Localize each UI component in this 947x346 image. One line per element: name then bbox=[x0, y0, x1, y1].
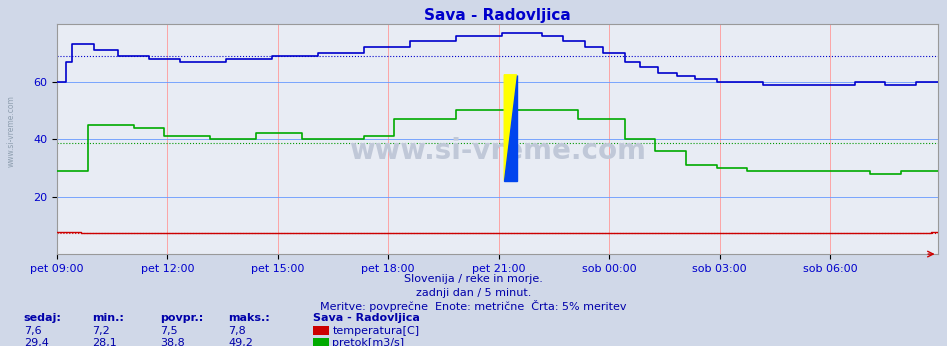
Text: 7,8: 7,8 bbox=[228, 326, 246, 336]
Text: zadnji dan / 5 minut.: zadnji dan / 5 minut. bbox=[416, 288, 531, 298]
Text: www.si-vreme.com: www.si-vreme.com bbox=[348, 137, 646, 165]
Text: 7,5: 7,5 bbox=[160, 326, 178, 336]
Text: sedaj:: sedaj: bbox=[24, 313, 62, 323]
Text: 49,2: 49,2 bbox=[228, 338, 253, 346]
Text: 7,2: 7,2 bbox=[92, 326, 110, 336]
Text: min.:: min.: bbox=[92, 313, 124, 323]
Text: www.si-vreme.com: www.si-vreme.com bbox=[7, 95, 16, 167]
Polygon shape bbox=[504, 75, 516, 181]
Text: 28,1: 28,1 bbox=[92, 338, 116, 346]
Text: 38,8: 38,8 bbox=[160, 338, 185, 346]
Text: maks.:: maks.: bbox=[228, 313, 270, 323]
Text: 7,6: 7,6 bbox=[24, 326, 42, 336]
Text: pretok[m3/s]: pretok[m3/s] bbox=[332, 338, 404, 346]
Text: temperatura[C]: temperatura[C] bbox=[332, 326, 420, 336]
Text: Slovenija / reke in morje.: Slovenija / reke in morje. bbox=[404, 274, 543, 284]
Text: Sava - Radovljica: Sava - Radovljica bbox=[313, 313, 420, 323]
Title: Sava - Radovljica: Sava - Radovljica bbox=[424, 8, 570, 23]
Text: 29,4: 29,4 bbox=[24, 338, 48, 346]
Polygon shape bbox=[504, 75, 516, 181]
Text: povpr.:: povpr.: bbox=[160, 313, 204, 323]
Text: Meritve: povprečne  Enote: metrične  Črta: 5% meritev: Meritve: povprečne Enote: metrične Črta:… bbox=[320, 300, 627, 312]
